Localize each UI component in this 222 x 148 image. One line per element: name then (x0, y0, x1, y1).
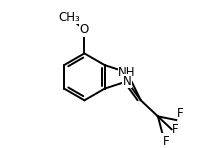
Text: N: N (123, 75, 131, 88)
Text: CH₃: CH₃ (58, 11, 80, 24)
Text: F: F (177, 107, 183, 120)
Text: O: O (80, 23, 89, 36)
Text: F: F (172, 123, 179, 136)
Text: F: F (163, 135, 170, 148)
Text: NH: NH (118, 66, 136, 79)
